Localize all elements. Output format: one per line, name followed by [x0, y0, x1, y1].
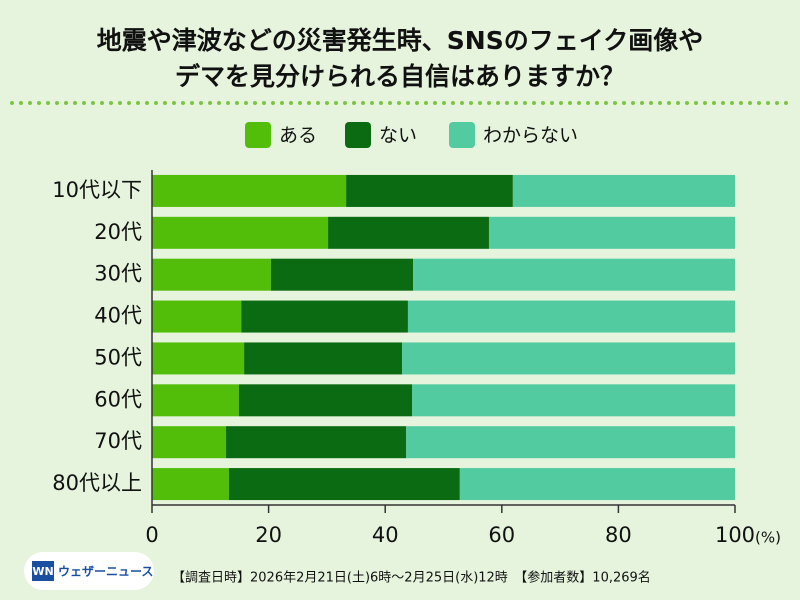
chart-title: デマを見分けられる自信はありますか？: [175, 62, 625, 91]
bar-segment: [152, 426, 227, 459]
bar-segment: [244, 342, 403, 375]
x-tick-label: 0: [145, 523, 158, 547]
legend-label: ある: [279, 125, 317, 147]
logo-icon: [32, 561, 54, 581]
x-tick-label: 40: [372, 523, 399, 547]
bar-segment: [412, 384, 735, 417]
legend-label: わからない: [483, 125, 578, 147]
bar-segment: [459, 468, 735, 501]
y-tick-label: 20代: [94, 220, 142, 244]
y-tick-label: 60代: [94, 387, 142, 411]
bar-segment: [328, 216, 489, 249]
bar-segment: [270, 258, 414, 291]
y-tick-label: 70代: [94, 429, 142, 453]
bar-segment: [152, 468, 229, 501]
bar-segment: [238, 384, 413, 417]
legend-swatch: [345, 122, 371, 148]
y-tick-label: 80代以上: [52, 471, 142, 495]
legend-label: ない: [379, 125, 417, 147]
x-axis-unit: (%): [755, 529, 781, 547]
bar-segment: [413, 258, 735, 291]
logo-text: ウェザーニュース: [58, 565, 153, 579]
x-tick-label: 80: [605, 523, 632, 547]
y-tick-label: 10代以下: [52, 178, 142, 202]
logo-mark: WN: [32, 565, 53, 578]
bar-segment: [241, 300, 408, 333]
bar-segment: [402, 342, 735, 375]
logo-box: [24, 552, 154, 590]
bar-segment: [152, 258, 271, 291]
bar-segment: [228, 468, 460, 501]
bar-segment: [152, 342, 245, 375]
x-tick-label: 20: [255, 523, 282, 547]
x-tick-label: 60: [488, 523, 515, 547]
bar-segment: [406, 426, 735, 459]
legend-swatch: [245, 122, 271, 148]
footnote: 【調査日時】2026年2月21日(土)6時～2月25日(水)12時 【参加者数】…: [172, 570, 651, 586]
bar-segment: [152, 300, 242, 333]
chart-title: 地震や津波などの災害発生時、SNSのフェイク画像や: [97, 26, 703, 55]
bar-segment: [152, 174, 347, 207]
x-tick-label: 100: [715, 523, 755, 547]
bar-segment: [152, 384, 239, 417]
bar-segment: [512, 174, 735, 207]
bar-segment: [488, 216, 735, 249]
bar-segment: [226, 426, 407, 459]
bar-segment: [407, 300, 735, 333]
legend-swatch: [449, 122, 475, 148]
bar-segment: [346, 174, 513, 207]
y-tick-label: 50代: [94, 345, 142, 369]
bar-segment: [152, 216, 329, 249]
y-tick-label: 40代: [94, 304, 142, 328]
y-tick-label: 30代: [94, 262, 142, 286]
